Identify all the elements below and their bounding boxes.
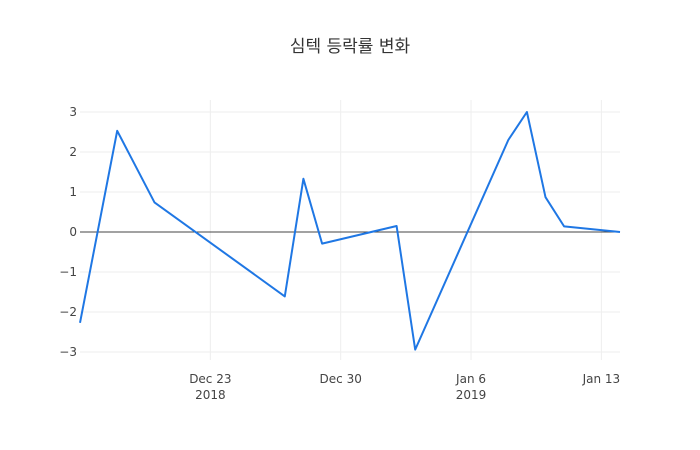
axis-layer: 3 2 1 0 −1 −2 −3 Dec 23 2018 Dec 30 Jan 6 2019 Jan 1… [59,105,620,402]
grid-layer [80,100,620,360]
x-tick-label: Dec 30 [320,372,362,386]
x-tick-label: Dec 23 [189,372,231,386]
x-tick-label: Jan 13 [582,372,621,386]
y-tick-label: 0 [69,225,77,239]
y-tick-label: 1 [69,185,77,199]
y-tick-label: −3 [59,345,77,359]
chart-title: 심텍 등락률 변화 [289,37,411,57]
y-tick-label: 3 [69,105,77,119]
series-line [79,111,621,351]
y-tick-label: −2 [59,305,77,319]
y-tick-label: −1 [59,265,77,279]
series-layer [79,111,621,351]
x-tick-year-label: 2019 [456,388,487,402]
y-tick-label: 2 [69,145,77,159]
x-tick-label: Jan 6 [455,372,486,386]
x-tick-year-label: 2018 [195,388,226,402]
